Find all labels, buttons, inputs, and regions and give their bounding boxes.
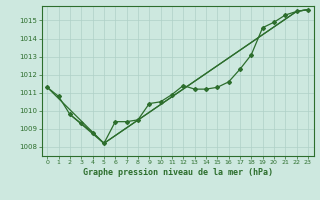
X-axis label: Graphe pression niveau de la mer (hPa): Graphe pression niveau de la mer (hPa) — [83, 168, 273, 177]
